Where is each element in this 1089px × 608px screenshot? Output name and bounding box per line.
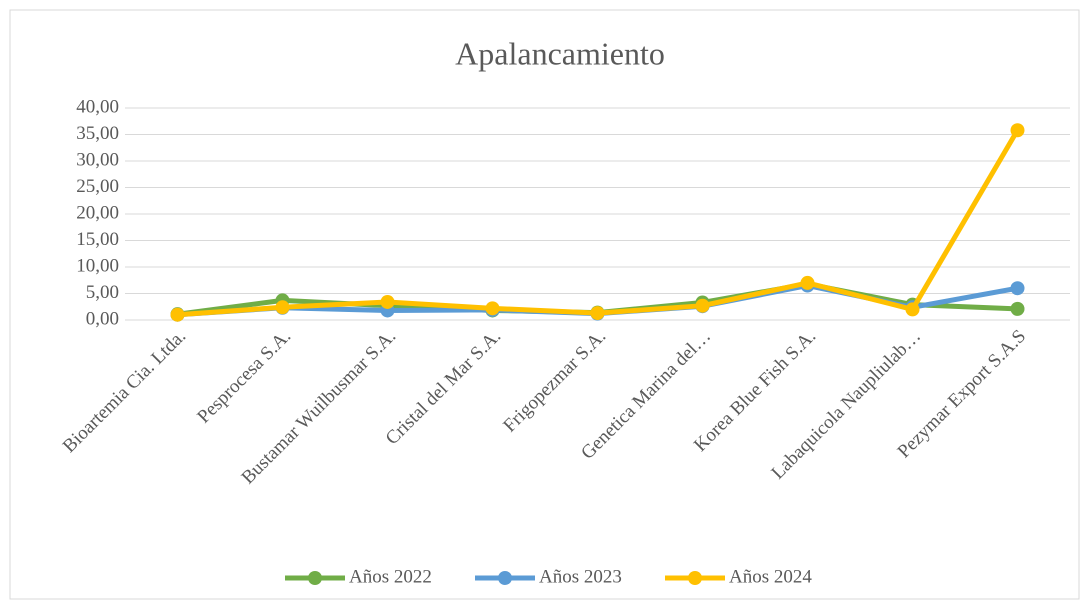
- series-marker: [695, 298, 710, 313]
- chart-title: Apalancamiento: [455, 35, 665, 71]
- legend-label: Años 2022: [349, 566, 432, 587]
- series-marker: [1010, 301, 1025, 316]
- legend-label: Años 2024: [729, 566, 812, 587]
- series-marker: [1010, 123, 1025, 138]
- y-tick-label: 5,00: [86, 282, 119, 303]
- y-tick-label: 30,00: [76, 149, 119, 170]
- series-marker: [1010, 281, 1025, 296]
- series-marker: [485, 301, 500, 316]
- series-marker: [275, 300, 290, 315]
- y-tick-label: 10,00: [76, 255, 119, 276]
- y-tick-label: 0,00: [86, 308, 119, 329]
- legend-label: Años 2023: [539, 566, 622, 587]
- y-tick-label: 15,00: [76, 229, 119, 250]
- y-tick-label: 35,00: [76, 123, 119, 144]
- series-marker: [590, 306, 605, 321]
- y-tick-label: 20,00: [76, 202, 119, 223]
- series-marker: [170, 307, 185, 322]
- series-marker: [380, 294, 395, 309]
- legend-marker: [308, 571, 322, 585]
- series-marker: [800, 275, 815, 290]
- legend-marker: [498, 571, 512, 585]
- y-tick-label: 25,00: [76, 176, 119, 197]
- series-marker: [905, 302, 920, 317]
- y-tick-label: 40,00: [76, 96, 119, 117]
- legend-marker: [688, 571, 702, 585]
